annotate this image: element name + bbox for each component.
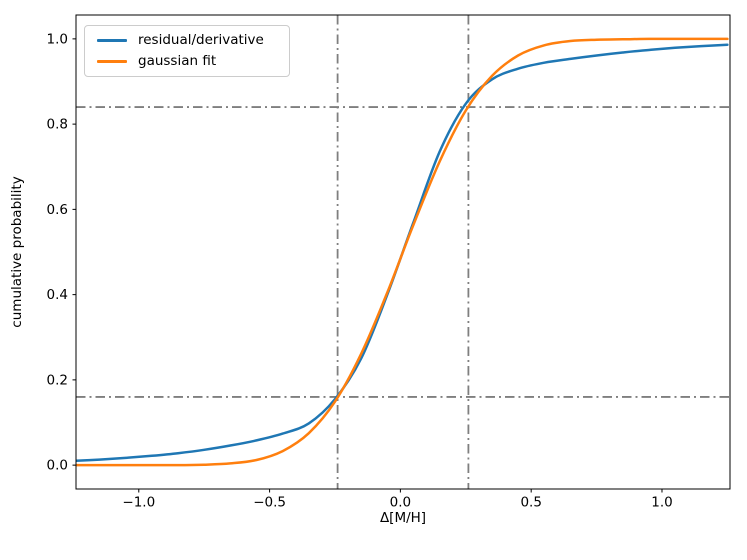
legend-item-gaussian-fit: gaussian fit xyxy=(97,52,281,69)
plot-frame xyxy=(75,14,731,490)
legend-line-swatch-blue xyxy=(97,39,127,43)
x-tick-label: −1.0 xyxy=(122,495,155,511)
x-tick-label: 0.0 xyxy=(390,495,411,511)
y-axis-label: cumulative probability xyxy=(9,176,25,327)
y-tick-label: 0.4 xyxy=(47,287,68,303)
curve-gaussian-fit xyxy=(76,37,729,467)
reference-lines-layer xyxy=(76,15,730,489)
y-tick-label: 1.0 xyxy=(47,31,68,47)
x-axis-label: Δ[M/H] xyxy=(380,510,426,526)
x-tick-label: 0.5 xyxy=(520,495,541,511)
legend-label-gaussian-fit: gaussian fit xyxy=(138,52,217,69)
y-tick-label: 0.6 xyxy=(47,202,68,218)
legend: residual/derivative gaussian fit xyxy=(84,25,290,77)
legend-line-swatch-orange xyxy=(97,59,127,63)
legend-item-residual-derivative: residual/derivative xyxy=(97,33,281,48)
curves-layer xyxy=(76,37,729,467)
axes-layer: −1.0 −0.5 0.0 0.5 1.0 0.0 0.2 0.4 0.6 0.8 1.0 xyxy=(47,14,731,511)
x-tick-label: −0.5 xyxy=(253,495,286,511)
x-tick-label: 1.0 xyxy=(651,495,672,511)
legend-label-residual-derivative: residual/derivative xyxy=(138,32,264,49)
y-tick-label: 0.8 xyxy=(47,117,68,133)
y-tick-label: 0.2 xyxy=(47,372,68,388)
y-tick-label: 0.0 xyxy=(47,458,68,474)
